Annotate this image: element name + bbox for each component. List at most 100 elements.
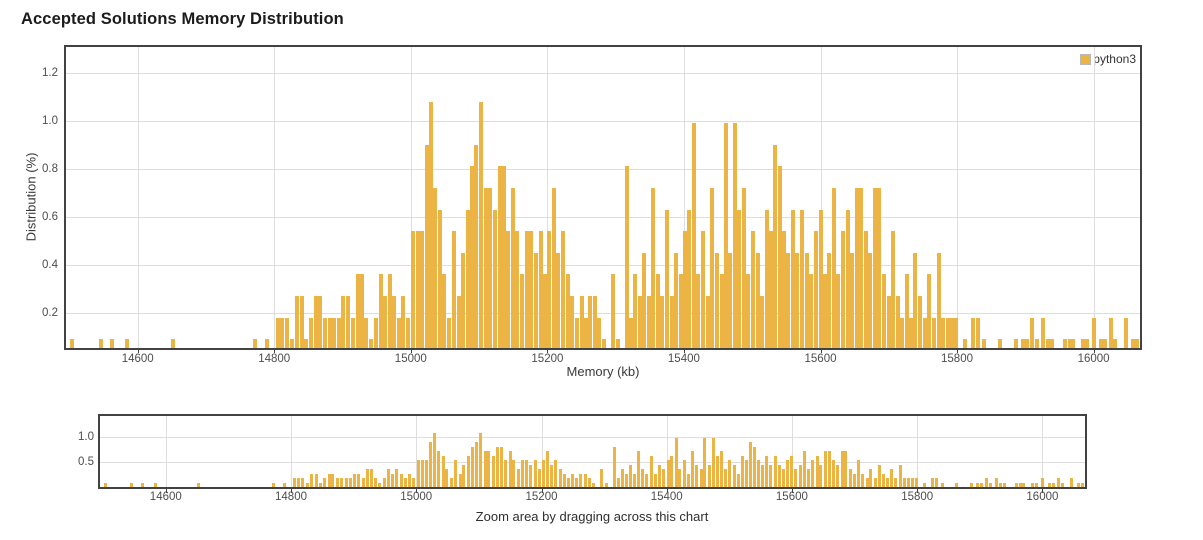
navigator-bar	[529, 464, 533, 487]
histogram-bar	[832, 187, 837, 348]
navigator-bar	[806, 469, 810, 487]
histogram-bar	[1091, 317, 1096, 348]
histogram-bar	[1085, 339, 1090, 348]
histogram-bar	[574, 317, 579, 348]
navigator-bar	[798, 464, 802, 487]
x-axis-tick	[410, 349, 412, 353]
navigator-bar	[1051, 482, 1055, 487]
v-gridline	[820, 47, 822, 348]
histogram-bar	[322, 317, 327, 348]
navigator-bar	[840, 451, 844, 487]
x-tick-label: 15200	[531, 353, 564, 365]
histogram-bar	[728, 252, 733, 348]
histogram-bar	[737, 209, 742, 348]
navigator-bar	[583, 473, 587, 487]
navigator-bar	[454, 460, 458, 487]
histogram-bar	[1062, 339, 1067, 348]
navigator-bar	[318, 482, 322, 487]
navigator-bar	[154, 482, 158, 487]
nav-x-tick-label: 15000	[400, 491, 433, 503]
navigator-bar	[283, 482, 287, 487]
navigator-bar	[605, 482, 609, 487]
navigator-bar	[890, 469, 893, 487]
navigator-bar	[690, 451, 694, 487]
navigator-bar	[831, 460, 835, 487]
navigator-bar	[712, 437, 716, 487]
histogram-bar	[488, 187, 492, 348]
histogram-bar	[709, 187, 714, 348]
histogram-bar	[456, 295, 461, 348]
histogram-bar	[625, 166, 630, 348]
histogram-bar	[773, 144, 778, 348]
navigator-bar	[305, 482, 309, 487]
histogram-bar	[552, 187, 557, 348]
histogram-bar	[1020, 339, 1025, 348]
histogram-bar	[759, 295, 764, 348]
navigator-bar	[741, 455, 744, 487]
histogram-bar	[900, 317, 905, 348]
v-gridline	[291, 416, 292, 487]
navigator-bar	[970, 482, 974, 487]
y-tick-label: 1.0	[42, 114, 58, 127]
navigator-bar	[370, 469, 374, 487]
histogram-bar	[845, 209, 850, 348]
histogram-bar	[1103, 339, 1108, 348]
histogram-bar	[460, 252, 465, 348]
zoom-instruction-caption: Zoom area by dragging across this chart	[475, 509, 709, 524]
navigator-bar	[141, 482, 145, 487]
navigator-bar	[496, 446, 500, 487]
navigator-bar	[724, 469, 728, 487]
v-gridline	[957, 47, 958, 348]
navigator-bar	[562, 473, 566, 487]
histogram-bar	[593, 295, 598, 348]
nav-x-axis-tick	[165, 489, 167, 493]
navigator-bar	[980, 482, 984, 487]
navigator-bar	[361, 478, 365, 487]
navigator-bar	[314, 473, 318, 487]
histogram-bar	[746, 274, 751, 348]
navigator-bar	[744, 460, 748, 487]
v-gridline	[137, 47, 139, 348]
navigator-bar	[715, 455, 719, 487]
navigator-bar	[357, 473, 361, 487]
nav-x-tick-label: 15200	[525, 491, 558, 503]
histogram-bar	[610, 274, 615, 348]
histogram-bar	[406, 317, 411, 348]
navigator-bar	[625, 473, 629, 487]
histogram-bar	[954, 317, 959, 348]
zoom-navigator-plot[interactable]	[98, 414, 1087, 489]
histogram-bar	[859, 187, 864, 348]
nav-x-axis-tick	[666, 489, 668, 493]
histogram-bar	[922, 317, 927, 348]
histogram-bar	[428, 101, 433, 348]
histogram-bar	[701, 231, 705, 348]
y-tick-label: 0.8	[42, 162, 58, 175]
x-axis-tick	[547, 349, 549, 353]
x-axis-tick	[820, 349, 822, 353]
navigator-bar	[790, 455, 794, 487]
histogram-bar	[524, 231, 529, 348]
histogram-bar	[520, 274, 525, 348]
histogram-bar	[410, 231, 415, 348]
nav-x-axis-tick	[791, 489, 793, 493]
navigator-bar	[445, 469, 449, 487]
histogram-bar	[98, 339, 103, 348]
x-tick-label: 14800	[258, 353, 291, 365]
histogram-bar	[579, 295, 584, 348]
navigator-bar	[732, 464, 736, 487]
navigator-bar	[1035, 482, 1039, 487]
navigator-bar	[458, 473, 462, 487]
navigator-bar	[703, 437, 707, 487]
histogram-bar	[565, 274, 570, 348]
navigator-bar	[761, 464, 764, 487]
main-chart-plot[interactable]: python3	[64, 45, 1142, 350]
histogram-bar	[742, 187, 746, 348]
legend-python3[interactable]: python3	[1080, 52, 1136, 66]
histogram-bar	[863, 231, 868, 348]
navigator-bar	[554, 460, 558, 487]
navigator-bar	[310, 473, 314, 487]
histogram-bar	[542, 274, 547, 348]
histogram-bar	[110, 339, 115, 348]
histogram-bar	[638, 295, 643, 348]
navigator-bar	[524, 460, 528, 487]
